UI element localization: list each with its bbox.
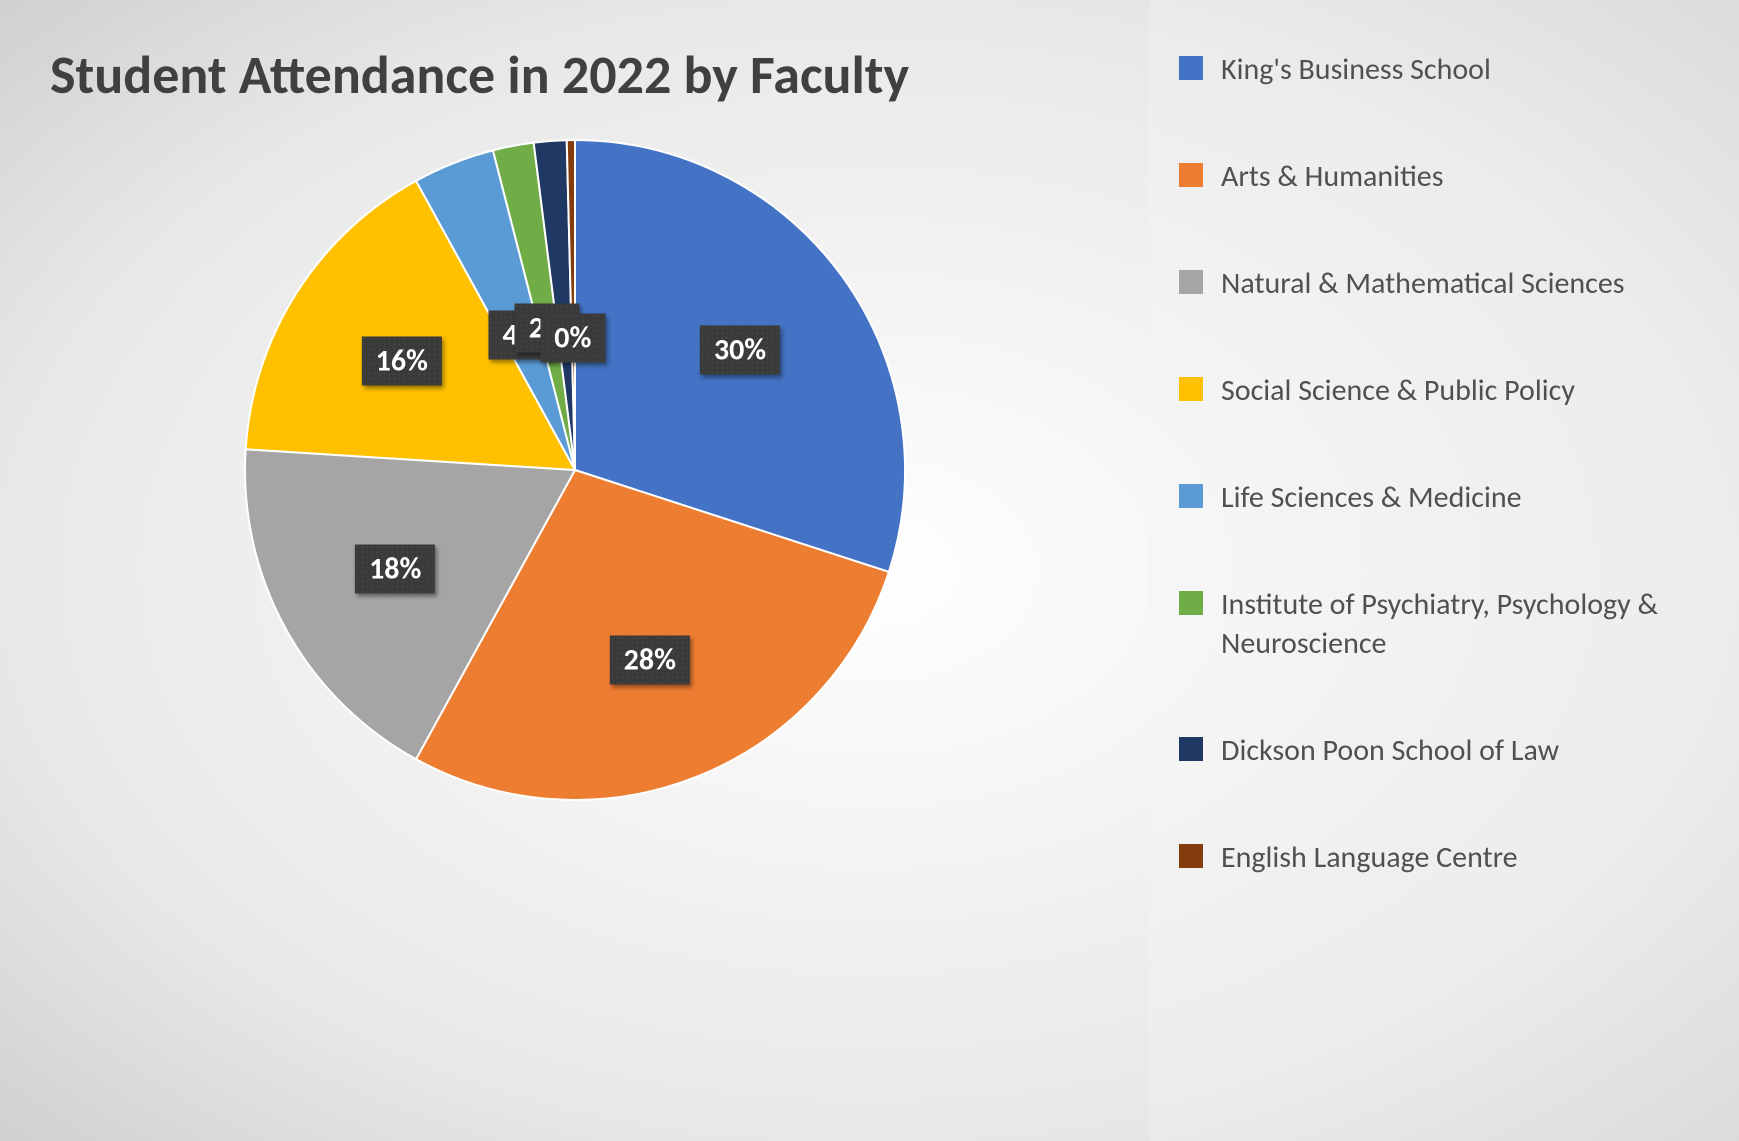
chart-title: Student Attendance in 2022 by Faculty [40, 40, 1109, 110]
legend-swatch [1179, 737, 1203, 761]
legend-item: English Language Centre [1179, 838, 1709, 877]
legend-swatch [1179, 484, 1203, 508]
data-label: 0% [540, 314, 605, 363]
legend-item: Natural & Mathematical Sciences [1179, 264, 1709, 303]
legend-swatch [1179, 163, 1203, 187]
pie-wrapper: 30%28%18%16%4%2%0% [235, 130, 915, 810]
legend-label: Natural & Mathematical Sciences [1221, 264, 1625, 303]
legend-item: Life Sciences & Medicine [1179, 478, 1709, 517]
legend-label: Social Science & Public Policy [1221, 371, 1575, 410]
data-label: 16% [362, 336, 442, 385]
legend-swatch [1179, 377, 1203, 401]
legend-swatch [1179, 844, 1203, 868]
data-label: 18% [355, 544, 435, 593]
legend-label: King's Business School [1221, 50, 1491, 89]
legend-label: Dickson Poon School of Law [1221, 731, 1559, 770]
legend-label: Life Sciences & Medicine [1221, 478, 1522, 517]
legend-panel: King's Business School Arts & Humanities N… [1149, 0, 1739, 1141]
legend-item: Arts & Humanities [1179, 157, 1709, 196]
legend-item: King's Business School [1179, 50, 1709, 89]
legend-label: Arts & Humanities [1221, 157, 1443, 196]
legend-label: Institute of Psychiatry, Psychology & Ne… [1221, 585, 1709, 663]
data-label: 28% [610, 636, 690, 685]
legend-label: English Language Centre [1221, 838, 1518, 877]
chart-container: Student Attendance in 2022 by Faculty 30… [0, 0, 1739, 1141]
legend-item: Social Science & Public Policy [1179, 371, 1709, 410]
legend-swatch [1179, 56, 1203, 80]
data-label: 30% [700, 325, 780, 374]
pie-chart [235, 130, 915, 810]
legend-swatch [1179, 270, 1203, 294]
legend-item: Dickson Poon School of Law [1179, 731, 1709, 770]
legend-item: Institute of Psychiatry, Psychology & Ne… [1179, 585, 1709, 663]
chart-area: Student Attendance in 2022 by Faculty 30… [0, 0, 1149, 1141]
legend-swatch [1179, 591, 1203, 615]
